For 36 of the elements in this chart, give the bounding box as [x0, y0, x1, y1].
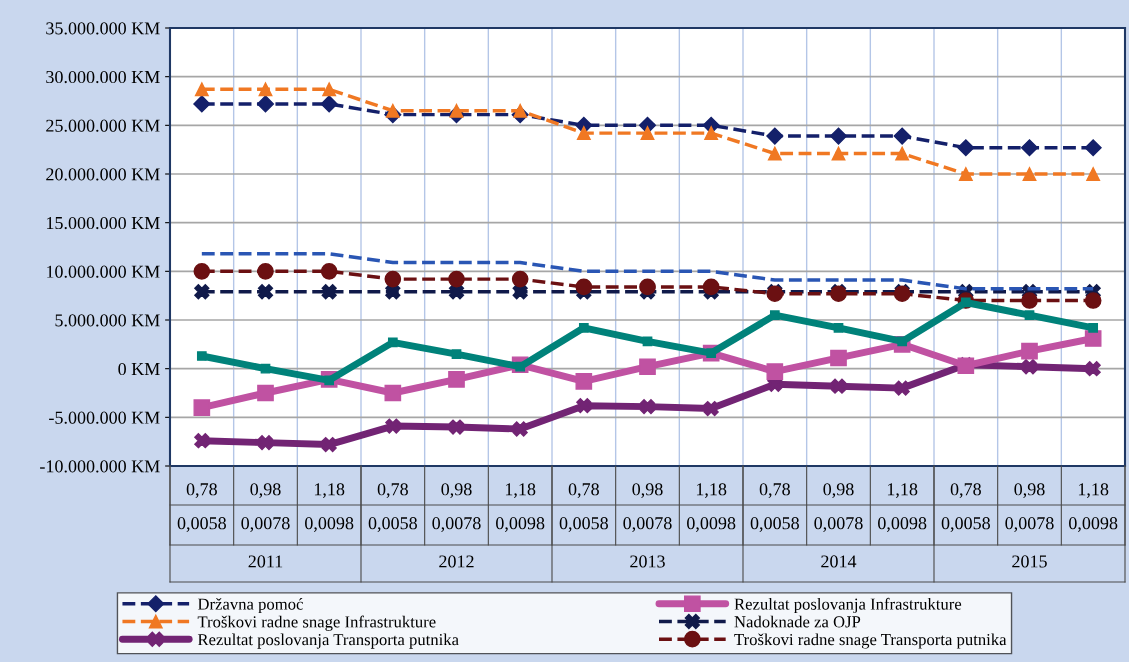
- x-tick-label: 0,78 0,0058: [559, 483, 608, 532]
- text: 2014: [821, 555, 857, 568]
- y-tick-label: 0 KM: [118, 362, 160, 376]
- y-tick-label: 20.000.000 KM: [46, 168, 160, 181]
- text: 2013: [630, 555, 665, 568]
- y-tick-label: 15.000.000 KM: [47, 216, 160, 230]
- x-tick-label: 0,98 0,0078: [1005, 483, 1054, 532]
- x-tick-label: 0,98 0,0078: [432, 483, 481, 532]
- x-tick-label: 0,98 0,0078: [814, 483, 863, 532]
- y-tick-label: 5.000.000 KM: [55, 314, 160, 327]
- legend-label: Troškovi radne snage Infrastrukture: [197, 615, 436, 631]
- x-tick-label: 1,18 0,0098: [305, 483, 354, 532]
- x-tick-label: 1,18 0,0098: [496, 483, 545, 532]
- text: 2012: [439, 555, 474, 568]
- legend-label: Rezultat poslovanja Transporta putnika: [197, 633, 459, 649]
- x-tick-label: 1,18 0,0098: [878, 483, 927, 532]
- x-tick-label: 0,98 0,0078: [241, 483, 290, 532]
- legend-label: Nadoknade za OJP: [734, 615, 861, 628]
- y-tick-label: -10.000.000 KM: [40, 460, 160, 473]
- legend-label: Državna pomoć: [197, 597, 303, 614]
- y-tick-label: 25.000.000 KM: [46, 119, 160, 132]
- y-tick-label: 10.000.000 KM: [47, 265, 160, 278]
- legend-label: Rezultat poslovanja Infrastrukture: [734, 597, 962, 614]
- x-tick-label: 0,78 0,0058: [941, 483, 990, 532]
- legend-label: Troškovi radne snage Transporta putnika: [734, 633, 1007, 649]
- x-tick-label: 0,78 0,0058: [177, 483, 226, 532]
- x-tick-label: 1,18 0,0098: [687, 483, 736, 532]
- text: 2011: [248, 555, 283, 568]
- text: 2015: [1012, 555, 1047, 568]
- y-tick-label: 30.000.000 KM: [46, 70, 160, 84]
- x-tick-label: 1,18 0,0098: [1069, 483, 1118, 532]
- x-tick-label: 0,78 0,0058: [368, 483, 417, 532]
- x-tick-label: 0,78 0,0058: [750, 483, 799, 532]
- y-tick-label: 35.000.000 KM: [46, 22, 160, 35]
- y-tick-label: -5.000.000 KM: [49, 411, 160, 424]
- x-tick-label: 0,98 0,0078: [623, 483, 672, 532]
